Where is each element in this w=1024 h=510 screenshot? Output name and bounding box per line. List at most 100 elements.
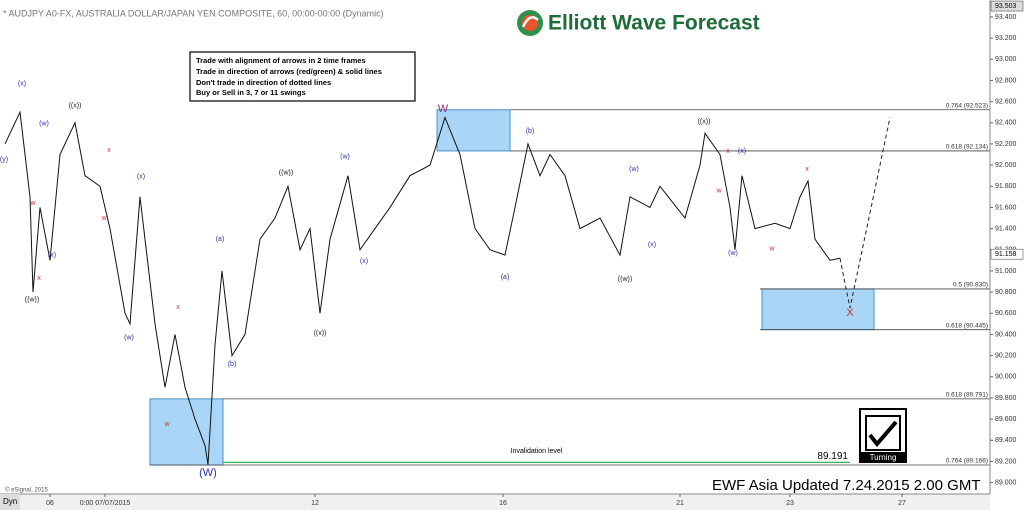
invalidation-label: Invalidation level <box>511 448 563 455</box>
y-tick-label: 92.000 <box>995 162 1017 169</box>
wave-label: X <box>846 307 854 319</box>
rule: Buy or Sell in 3, 7 or 11 swings <box>196 88 306 97</box>
y-tick-label: 92.800 <box>995 77 1017 84</box>
x-tick-label: 16 <box>499 500 507 507</box>
y-tick-label: 92.400 <box>995 120 1017 127</box>
badge-icon <box>865 415 901 451</box>
wave-label: (x) <box>360 258 368 265</box>
wave-label: x <box>176 304 180 311</box>
price-tag <box>990 0 1024 12</box>
wave-label: (b) <box>526 128 535 135</box>
wave-label: (x) <box>48 252 56 259</box>
wave-label: ((x)) <box>314 330 327 337</box>
target-zone <box>149 398 224 466</box>
x-tick-label: 21 <box>676 500 684 507</box>
fib-label: 0.764 (89.166) <box>946 458 988 465</box>
price-line <box>4 110 841 465</box>
wave-label: (w) <box>629 166 639 173</box>
fib-label: 0.618 (90.445) <box>946 322 988 329</box>
wave-label: W <box>438 103 449 115</box>
y-tick-label: 89.000 <box>995 479 1017 486</box>
y-tick-label: 93.200 <box>995 35 1017 42</box>
logo-text: Elliott Wave Forecast <box>548 12 760 35</box>
y-tick-label: 90.600 <box>995 310 1017 317</box>
wave-label: w <box>163 421 170 428</box>
y-tick-label: 91.600 <box>995 204 1017 211</box>
invalidation-value: 89.191 <box>817 451 848 462</box>
wave-label: (x) <box>18 80 26 87</box>
rule: Trade in direction of arrows (red/green)… <box>196 67 382 76</box>
y-tick-label: 93.400 <box>995 14 1017 21</box>
x-tick-label: 12 <box>311 500 319 507</box>
wave-label: ((w)) <box>25 296 39 303</box>
wave-label: (a) <box>501 274 510 281</box>
price-tag-label: 93.503 <box>995 3 1017 10</box>
price-tag-label: 91.158 <box>995 251 1017 258</box>
y-tick-label: 92.200 <box>995 141 1017 148</box>
y-tick-label: 91.400 <box>995 225 1017 232</box>
projection-line <box>839 117 891 309</box>
wave-label: (w) <box>124 334 134 341</box>
wave-label: x <box>805 166 809 173</box>
updated: EWF Asia Updated 7.24.2015 2.00 GMT <box>712 477 980 494</box>
price-tag <box>990 248 1024 260</box>
copyright: © eSignal, 2015 <box>5 487 48 494</box>
wave-label: x <box>107 147 111 154</box>
turning-badge: Turning <box>859 408 907 463</box>
wave-label: (x) <box>648 241 656 248</box>
x-tick-label: 23 <box>786 500 794 507</box>
y-tick-label: 90.200 <box>995 352 1017 359</box>
target-zone <box>436 109 511 152</box>
fib-label: 0.764 (92.523) <box>946 102 988 109</box>
wave-label: ((x)) <box>698 119 711 126</box>
logo-icon-inner <box>522 15 538 31</box>
rule: Don't trade in direction of dotted lines <box>196 78 331 87</box>
badge-text: Turning <box>870 453 897 462</box>
fib-label: 0.618 (89.791) <box>946 392 988 399</box>
wave-label: w <box>715 187 722 194</box>
logo-swoosh <box>521 15 539 28</box>
corner-box <box>0 494 20 510</box>
wave-label: ((w)) <box>279 169 293 176</box>
y-tick-label: 92.600 <box>995 98 1017 105</box>
y-tick-label: 89.600 <box>995 416 1017 423</box>
chart-title: * AUDJPY A0-FX, AUSTRALIA DOLLAR/JAPAN Y… <box>3 8 384 18</box>
zones <box>149 109 875 466</box>
wave-label: (a) <box>216 236 225 243</box>
y-tick-label: 90.000 <box>995 374 1017 381</box>
wave-label: w <box>29 200 36 207</box>
wave-label: (W) <box>199 467 217 479</box>
y-tick-label: 91.800 <box>995 183 1017 190</box>
badge-bar <box>860 452 906 462</box>
wave-label: x <box>37 275 41 282</box>
y-tick-label: 89.200 <box>995 458 1017 465</box>
wave-label: w <box>768 246 775 253</box>
x-axis-band <box>0 494 990 510</box>
x-tick-label: 06 <box>46 500 54 507</box>
y-tick-label: 90.800 <box>995 289 1017 296</box>
wave-label: (b) <box>228 361 237 368</box>
corner-text: Dyn <box>3 497 17 506</box>
y-tick-label: 89.800 <box>995 395 1017 402</box>
wave-label: x <box>726 148 730 155</box>
rule: Trade with alignment of arrows in 2 time… <box>196 56 366 65</box>
wave-label: (w) <box>340 153 350 160</box>
wave-label: (w) <box>39 121 49 128</box>
x-tick-label: 0:00 07/07/2015 <box>80 500 131 507</box>
y-tick-label: 89.400 <box>995 437 1017 444</box>
wave-label: ((w)) <box>618 276 632 283</box>
badge-check <box>868 420 898 448</box>
wave-label: (w) <box>728 250 738 257</box>
target-zone <box>761 288 875 331</box>
axes: 89.000 89.200 89.400 89.600 89.800 90.000 90.2… <box>46 0 1024 507</box>
logo: Elliott Wave Forecast <box>517 10 760 36</box>
fib-label: 0.618 (92.134) <box>946 144 988 151</box>
wave-label: (y) <box>0 157 8 164</box>
wave-label: w <box>100 215 107 222</box>
fib-label: 0.5 (90.830) <box>953 282 988 289</box>
y-tick-label: 90.400 <box>995 331 1017 338</box>
rules-frame <box>189 51 416 102</box>
wave-label: (x) <box>137 174 145 181</box>
